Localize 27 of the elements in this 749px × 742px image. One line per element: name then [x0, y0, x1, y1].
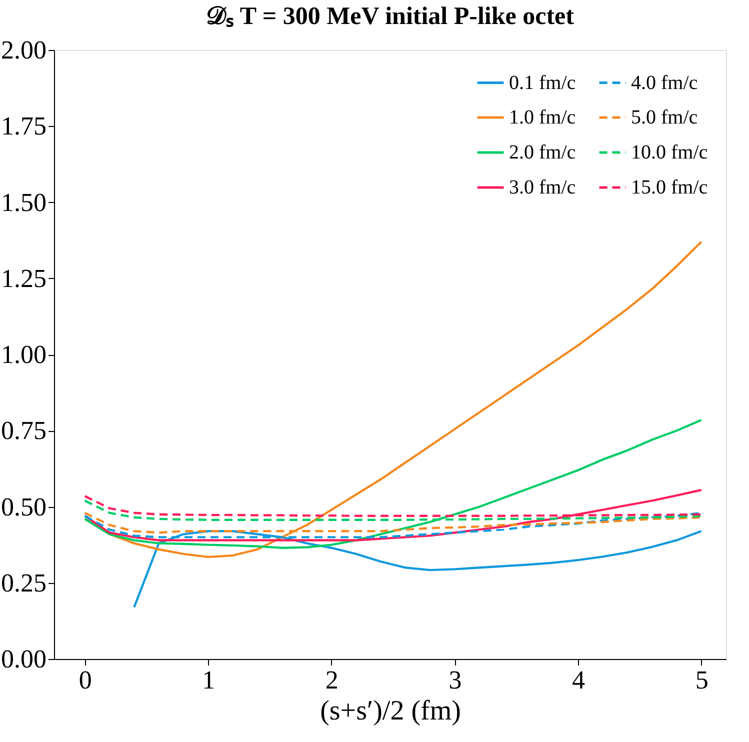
y-tick-label: 0.00: [1, 644, 46, 674]
legend-label: 2.0 fm/c: [509, 142, 576, 164]
legend-label: 0.1 fm/c: [509, 72, 576, 94]
y-tick-label: 2.00: [1, 36, 46, 64]
y-tick-label: 1.25: [1, 264, 46, 293]
x-tick-label: 1: [202, 666, 216, 694]
legend-label: 15.0 fm/c: [631, 176, 708, 198]
x-tick-label: 0: [78, 666, 92, 694]
legend-label: 5.0 fm/c: [631, 106, 698, 128]
x-tick-label: 3: [448, 666, 462, 694]
y-tick-label: 0.75: [1, 416, 46, 446]
y-tick-label: 1.75: [1, 112, 46, 141]
line-series: [84, 488, 702, 542]
chart-title: 𝒟ₛ T = 300 MeV initial P-like octet: [206, 3, 575, 30]
x-tick-label: 5: [695, 666, 708, 694]
x-tick-label: 4: [572, 666, 586, 694]
y-tick-label: 1.00: [1, 340, 46, 369]
line-series: [84, 418, 702, 549]
x-tick-label: 2: [325, 666, 338, 694]
y-tick-label: 0.25: [1, 568, 46, 598]
x-axis-title: (s+s′)/2 (fm): [320, 696, 461, 726]
y-tick-label: 0.50: [1, 492, 46, 522]
y-tick-label: 1.50: [1, 188, 46, 217]
legend-label: 4.0 fm/c: [631, 72, 698, 94]
legend-label: 1.0 fm/c: [509, 106, 576, 128]
legend-label: 10.0 fm/c: [631, 142, 708, 164]
legend-label: 3.0 fm/c: [509, 176, 576, 198]
